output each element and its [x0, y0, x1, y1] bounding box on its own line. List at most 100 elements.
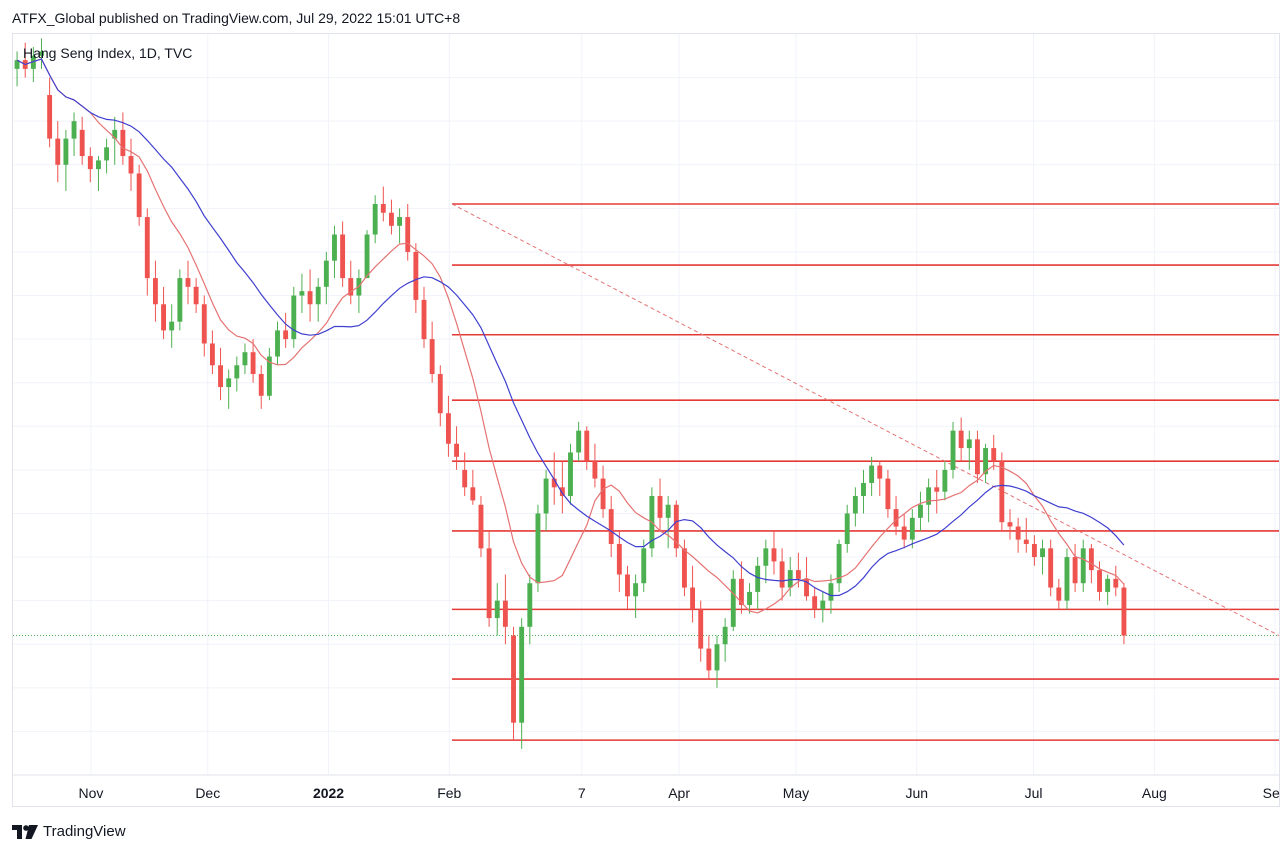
tradingview-brand[interactable]: TradingView	[12, 823, 126, 840]
candle-body	[1023, 539, 1029, 544]
candle-body	[104, 147, 110, 161]
candle-body	[966, 439, 972, 449]
x-tick-label: Sep	[1263, 785, 1280, 801]
candle-body	[128, 156, 134, 174]
candle-body	[332, 234, 337, 261]
candle-body	[690, 587, 696, 610]
candle-body	[926, 487, 932, 505]
candle-body	[429, 339, 435, 374]
publisher-caption: ATFX_Global published on TradingView.com…	[12, 10, 461, 26]
candle-body	[169, 321, 175, 331]
x-tick-label: Apr	[668, 785, 690, 801]
candle-body	[454, 443, 459, 457]
candle-body	[144, 217, 150, 279]
candle-body	[747, 591, 752, 606]
candle-body	[1088, 548, 1094, 571]
candle-body	[543, 478, 549, 514]
candle-body	[893, 509, 899, 527]
candle-body	[999, 461, 1005, 523]
candle-body	[47, 95, 53, 139]
candle-body	[730, 578, 736, 627]
candle-body	[96, 160, 101, 170]
tradingview-logo-icon	[12, 824, 38, 839]
candle-body	[877, 465, 883, 479]
candle-body	[844, 513, 850, 544]
candle-body	[934, 487, 940, 492]
candle-body	[1048, 548, 1054, 588]
candle-body	[812, 596, 818, 610]
candle-body	[861, 482, 866, 497]
candle-body	[1040, 548, 1045, 558]
candle-body	[177, 278, 183, 322]
candle-body	[185, 278, 191, 287]
candle-body	[633, 583, 639, 597]
candle-body	[885, 478, 891, 510]
candle-body	[421, 299, 427, 340]
moving-averages	[16, 58, 1125, 614]
candle-body	[942, 469, 948, 492]
candle-body	[478, 504, 484, 549]
candle-body	[1080, 548, 1086, 584]
x-tick-label: May	[783, 785, 809, 801]
candle-body	[738, 578, 744, 606]
candle-body	[258, 373, 264, 396]
candle-body	[14, 60, 20, 69]
candle-body	[470, 487, 476, 501]
candle-body	[275, 330, 280, 357]
x-tick-label: Feb	[437, 785, 461, 801]
candle-body	[852, 496, 858, 514]
candle-body	[779, 561, 785, 588]
x-tick-label: 2022	[313, 785, 344, 801]
candle-body	[364, 234, 370, 279]
candle-body	[559, 487, 565, 497]
trendline	[13, 203, 1280, 637]
candle-body	[242, 352, 248, 366]
candle-body	[568, 452, 573, 497]
candle-body	[372, 203, 378, 235]
candle-body	[136, 173, 142, 218]
candle-body	[625, 574, 630, 597]
candle-body	[445, 413, 451, 444]
ma-fast-line	[16, 58, 1125, 614]
candle-body	[502, 600, 508, 627]
candle-body	[30, 55, 36, 69]
candle-body	[836, 543, 842, 584]
candle-body	[714, 644, 720, 671]
candle-body	[592, 461, 598, 479]
candle-body	[820, 600, 826, 610]
candle-body	[763, 548, 769, 566]
candle-body	[804, 578, 809, 597]
candle-body	[616, 543, 622, 575]
x-axis: Nov Dec 2022 Feb 7 Apr May Jun Jul Aug Sep	[13, 774, 1280, 801]
candle-body	[161, 304, 167, 331]
candle-body	[608, 509, 614, 544]
candle-body	[87, 156, 93, 170]
candle-body	[63, 138, 69, 165]
candle-body	[193, 286, 199, 305]
x-tick-label: Jul	[1025, 785, 1043, 801]
candle-body	[576, 430, 582, 453]
candle-body	[291, 295, 297, 340]
x-tick-label: Nov	[78, 785, 103, 801]
horizontal-levels	[452, 203, 1279, 741]
candle-body	[226, 378, 232, 388]
candle-body	[698, 609, 704, 649]
candle-body	[1056, 587, 1062, 601]
candle-body	[307, 291, 313, 305]
candle-body	[991, 448, 997, 462]
candle-body	[1072, 557, 1078, 584]
candle-body	[918, 504, 923, 518]
candle-body	[152, 278, 158, 305]
candle-body	[584, 430, 590, 462]
candle-body	[722, 626, 728, 645]
candle-body	[462, 469, 468, 488]
x-tick-label: Aug	[1142, 785, 1167, 801]
candle-body	[641, 548, 647, 584]
candle-body	[974, 439, 980, 475]
candle-body	[828, 583, 834, 601]
candle-body	[79, 129, 85, 157]
x-tick-label: Dec	[195, 785, 220, 801]
candle-body	[380, 203, 386, 213]
candle-body	[755, 565, 761, 592]
